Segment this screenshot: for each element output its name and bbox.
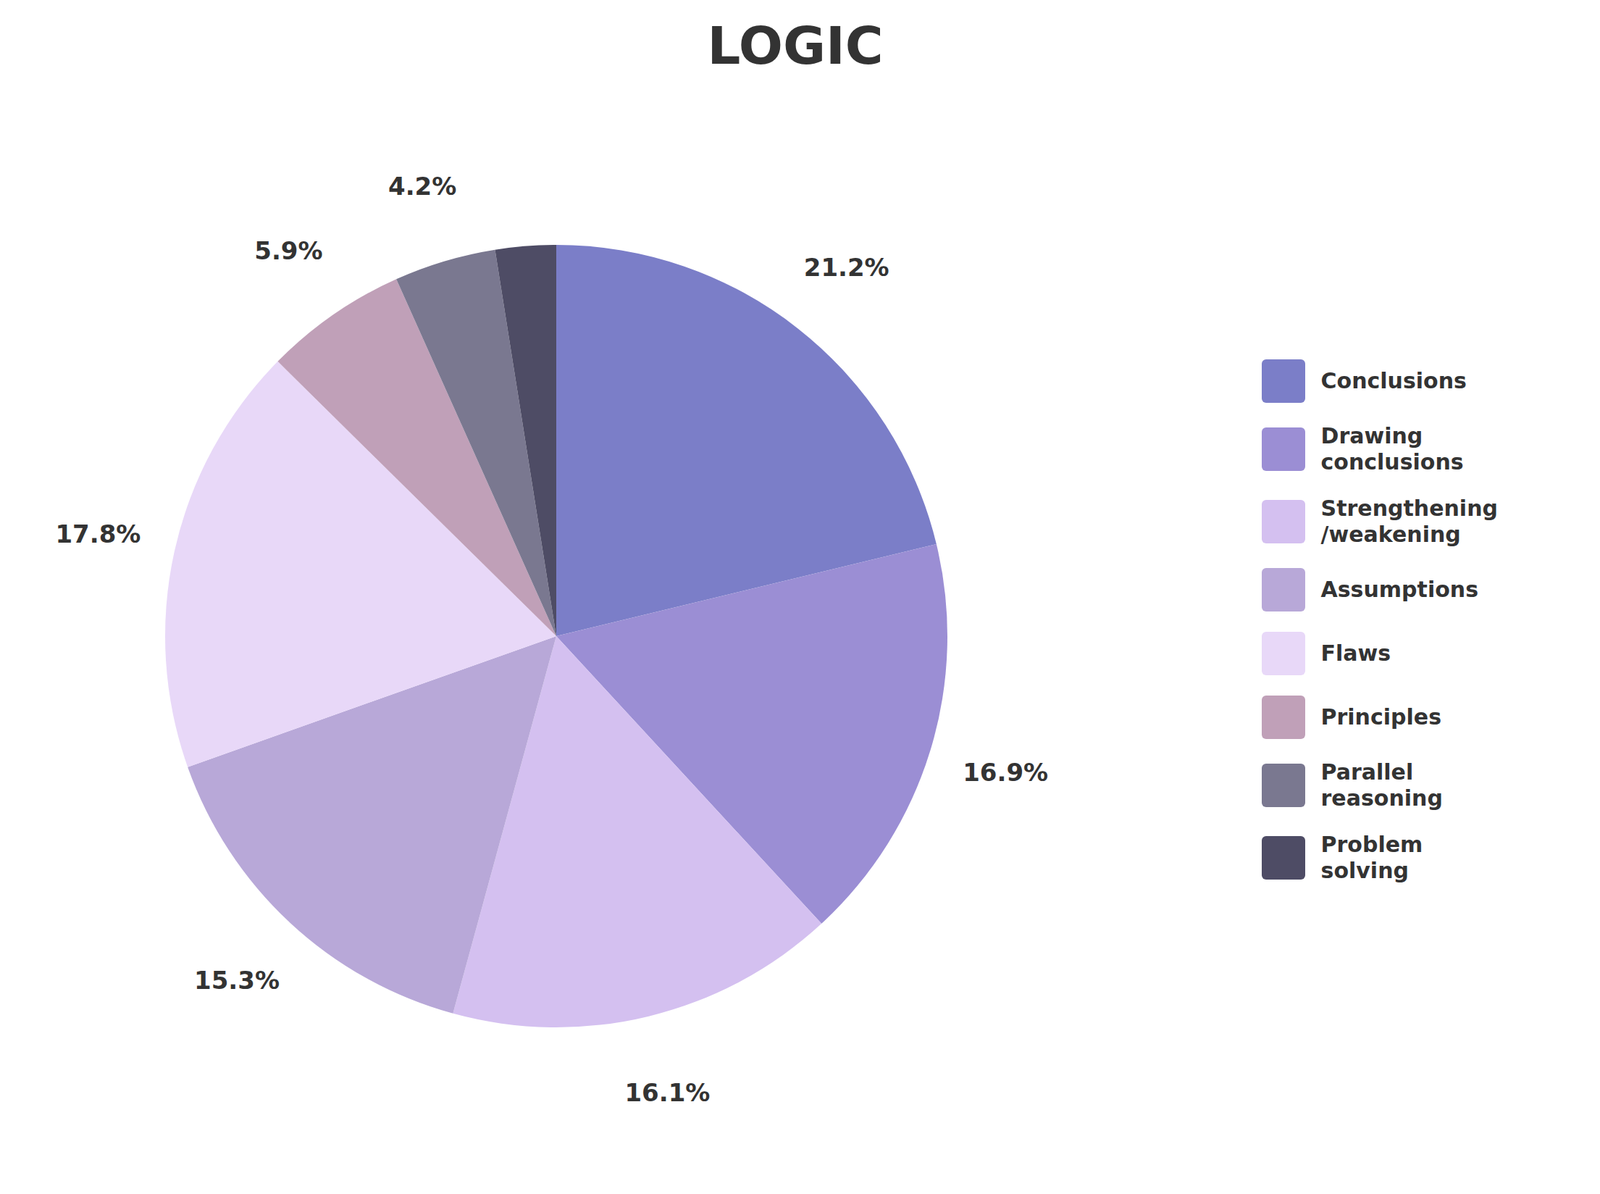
html-text:Principles: Principles: [1320, 704, 1442, 730]
svg-text:4.2%: 4.2%: [388, 171, 457, 201]
html-text:LOGIC: LOGIC: [707, 15, 884, 77]
html-text:Strengthening: Strengthening: [1320, 495, 1498, 521]
svg-text:21.2%: 21.2%: [803, 252, 890, 282]
svg-text:16.9%: 16.9%: [962, 757, 1049, 787]
svg-text:15.3%: 15.3%: [194, 965, 280, 995]
html-text:solving: solving: [1320, 857, 1409, 883]
svg-text:17.8%: 17.8%: [55, 519, 141, 549]
html-text:Conclusions: Conclusions: [1320, 367, 1467, 394]
html-text:Parallel: Parallel: [1320, 759, 1414, 785]
html-text:Assumptions: Assumptions: [1320, 576, 1479, 602]
html-text:Problem: Problem: [1320, 831, 1423, 857]
html-text:Flaws: Flaws: [1320, 640, 1391, 666]
svg-text:16.1%: 16.1%: [624, 1077, 710, 1107]
svg-text:5.9%: 5.9%: [254, 236, 323, 266]
html-text:/weakening: /weakening: [1320, 521, 1461, 547]
html-text:Drawing: Drawing: [1320, 422, 1423, 449]
html-text:conclusions: conclusions: [1320, 449, 1464, 475]
html-text:reasoning: reasoning: [1320, 785, 1443, 811]
